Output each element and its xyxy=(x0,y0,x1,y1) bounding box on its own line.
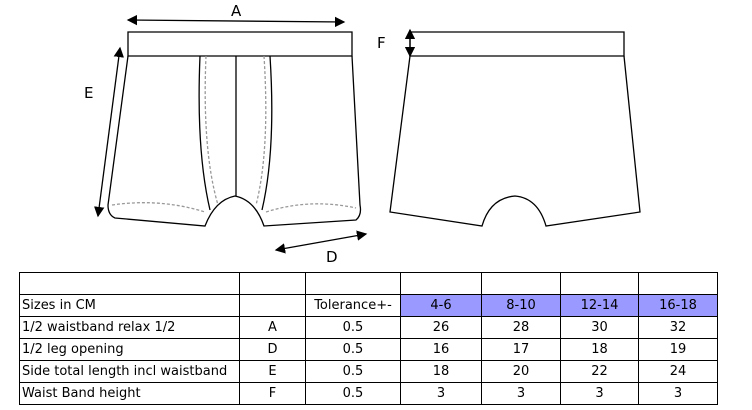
front-view xyxy=(107,31,362,227)
cell-value: 18 xyxy=(560,338,639,361)
cell-value: 26 xyxy=(400,316,482,339)
header-size: 16-18 xyxy=(638,294,718,317)
cell-value: 3 xyxy=(400,382,482,405)
header-tolerance: Tolerance+- xyxy=(305,294,401,317)
cell-value: 3 xyxy=(481,382,561,405)
dimension-label-f: F xyxy=(377,34,386,52)
cell-value: 30 xyxy=(560,316,639,339)
cell-value: 19 xyxy=(638,338,718,361)
header-code xyxy=(239,294,306,317)
table-row: Side total length incl waistband E 0.5 18 20… xyxy=(19,360,718,383)
dimension-arrows xyxy=(94,14,416,254)
size-table: Sizes in CM Tolerance+- 4-6 8-10 12-14 1… xyxy=(19,272,718,405)
cell-tolerance: 0.5 xyxy=(305,338,401,361)
dimension-label-d: D xyxy=(326,248,338,266)
header-size: 8-10 xyxy=(481,294,561,317)
cell-code: D xyxy=(239,338,306,361)
cell-value: 3 xyxy=(560,382,639,405)
cell-code: E xyxy=(239,360,306,383)
cell-tolerance: 0.5 xyxy=(305,360,401,383)
cell-value: 24 xyxy=(638,360,718,383)
cell-tolerance: 0.5 xyxy=(305,382,401,405)
cell-name: Waist Band height xyxy=(19,382,240,405)
cell-value: 20 xyxy=(481,360,561,383)
table-row: 1/2 waistband relax 1/2 A 0.5 26 28 30 32 xyxy=(19,316,718,339)
header-size: 12-14 xyxy=(560,294,639,317)
blank-row xyxy=(19,272,718,295)
cell-tolerance: 0.5 xyxy=(305,316,401,339)
shorts-diagram xyxy=(94,14,641,254)
cell-value: 32 xyxy=(638,316,718,339)
table-row: 1/2 leg opening D 0.5 16 17 18 19 xyxy=(19,338,718,361)
cell-value: 18 xyxy=(400,360,482,383)
cell-code: F xyxy=(239,382,306,405)
cell-code: A xyxy=(239,316,306,339)
cell-name: 1/2 leg opening xyxy=(19,338,240,361)
cell-value: 22 xyxy=(560,360,639,383)
cell-name: Side total length incl waistband xyxy=(19,360,240,383)
dimension-label-e: E xyxy=(84,84,94,102)
cell-value: 17 xyxy=(481,338,561,361)
back-view xyxy=(389,31,641,227)
table-row: Waist Band height F 0.5 3 3 3 3 xyxy=(19,382,718,405)
cell-value: 3 xyxy=(638,382,718,405)
cell-value: 28 xyxy=(481,316,561,339)
cell-name: 1/2 waistband relax 1/2 xyxy=(19,316,240,339)
cell-value: 16 xyxy=(400,338,482,361)
dimension-label-a: A xyxy=(231,2,242,20)
header-label: Sizes in CM xyxy=(19,294,240,317)
header-row: Sizes in CM Tolerance+- 4-6 8-10 12-14 1… xyxy=(19,294,718,317)
header-size: 4-6 xyxy=(400,294,482,317)
